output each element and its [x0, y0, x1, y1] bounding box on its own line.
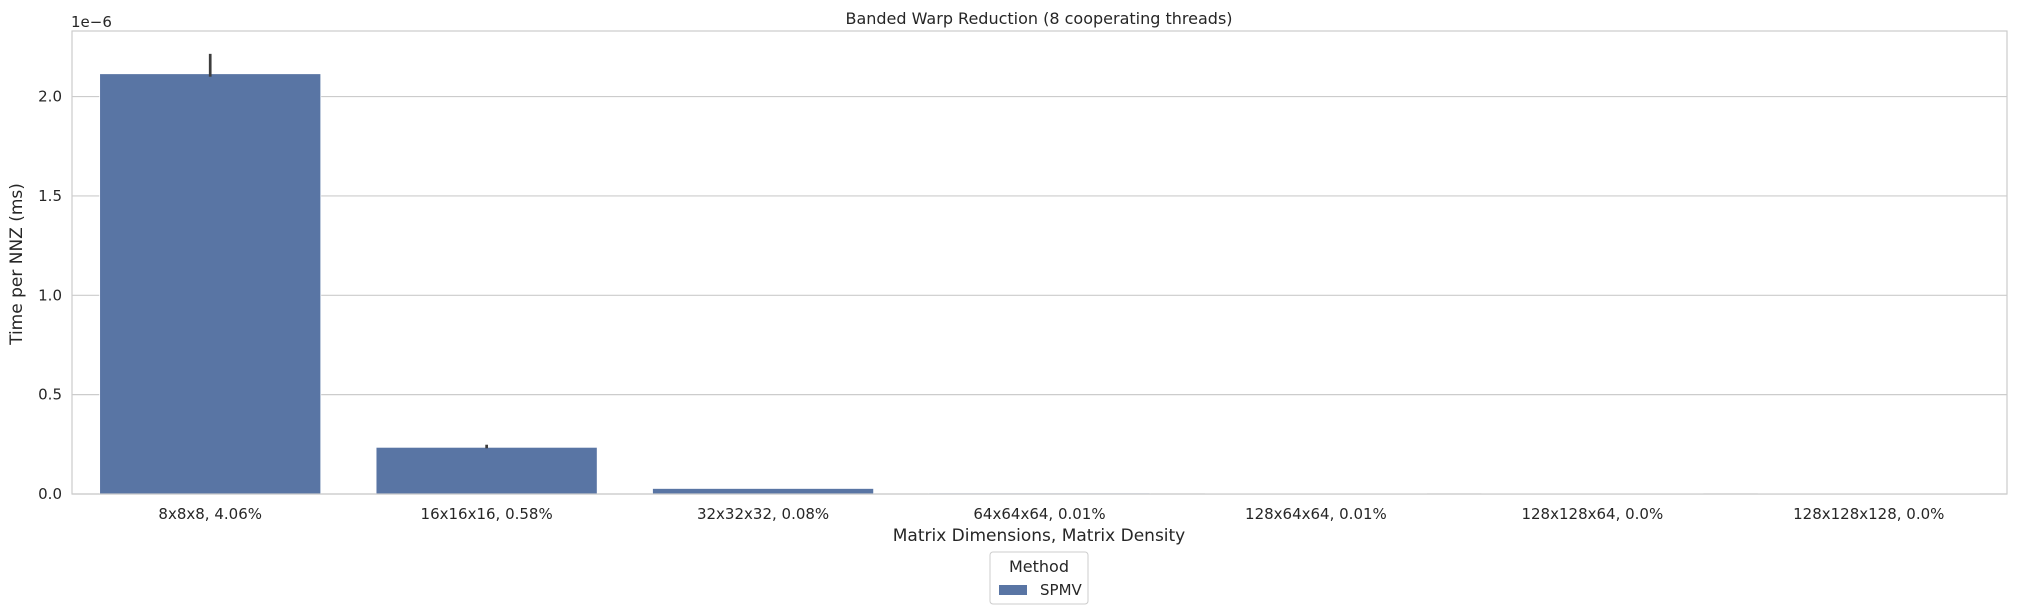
- bar: [652, 488, 875, 495]
- chart-title: Banded Warp Reduction (8 cooperating thr…: [845, 9, 1232, 28]
- x-tick-labels: 8x8x8, 4.06% 16x16x16, 0.58% 32x32x32, 0.0…: [158, 505, 1944, 523]
- y-tick-label: 1.0: [38, 286, 62, 304]
- x-axis-label: Matrix Dimensions, Matrix Density: [893, 526, 1186, 546]
- bars: [99, 73, 1980, 495]
- y-axis-label: Time per NNZ (ms): [7, 183, 27, 346]
- y-tick-label: 0.5: [38, 386, 62, 404]
- x-tick-label: 16x16x16, 0.58%: [421, 505, 553, 523]
- x-tick-label: 32x32x32, 0.08%: [697, 505, 829, 523]
- plot-frame: [71, 30, 2008, 495]
- x-tick-label: 64x64x64, 0.01%: [973, 505, 1105, 523]
- y-tick-labels: 0.0 0.5 1.0 1.5 2.0: [38, 88, 62, 503]
- legend-label-spmv: SPMV: [1040, 581, 1083, 599]
- bar: [375, 446, 598, 495]
- legend: Method SPMV: [989, 551, 1089, 605]
- y-tick-label: 1.5: [38, 187, 62, 205]
- legend-title: Method: [1009, 557, 1069, 576]
- x-tick-label: 128x128x128, 0.0%: [1793, 505, 1944, 523]
- y-tick-label: 0.0: [38, 485, 62, 503]
- x-tick-label: 128x64x64, 0.01%: [1245, 505, 1387, 523]
- x-tick-label: 128x128x64, 0.0%: [1521, 505, 1663, 523]
- x-tick-label: 8x8x8, 4.06%: [158, 505, 262, 523]
- y-tick-label: 2.0: [38, 88, 62, 106]
- error-bars: [208, 53, 488, 449]
- legend-swatch-spmv: [999, 585, 1027, 595]
- bar: [99, 73, 322, 495]
- y-offset-label: 1e−6: [71, 13, 112, 31]
